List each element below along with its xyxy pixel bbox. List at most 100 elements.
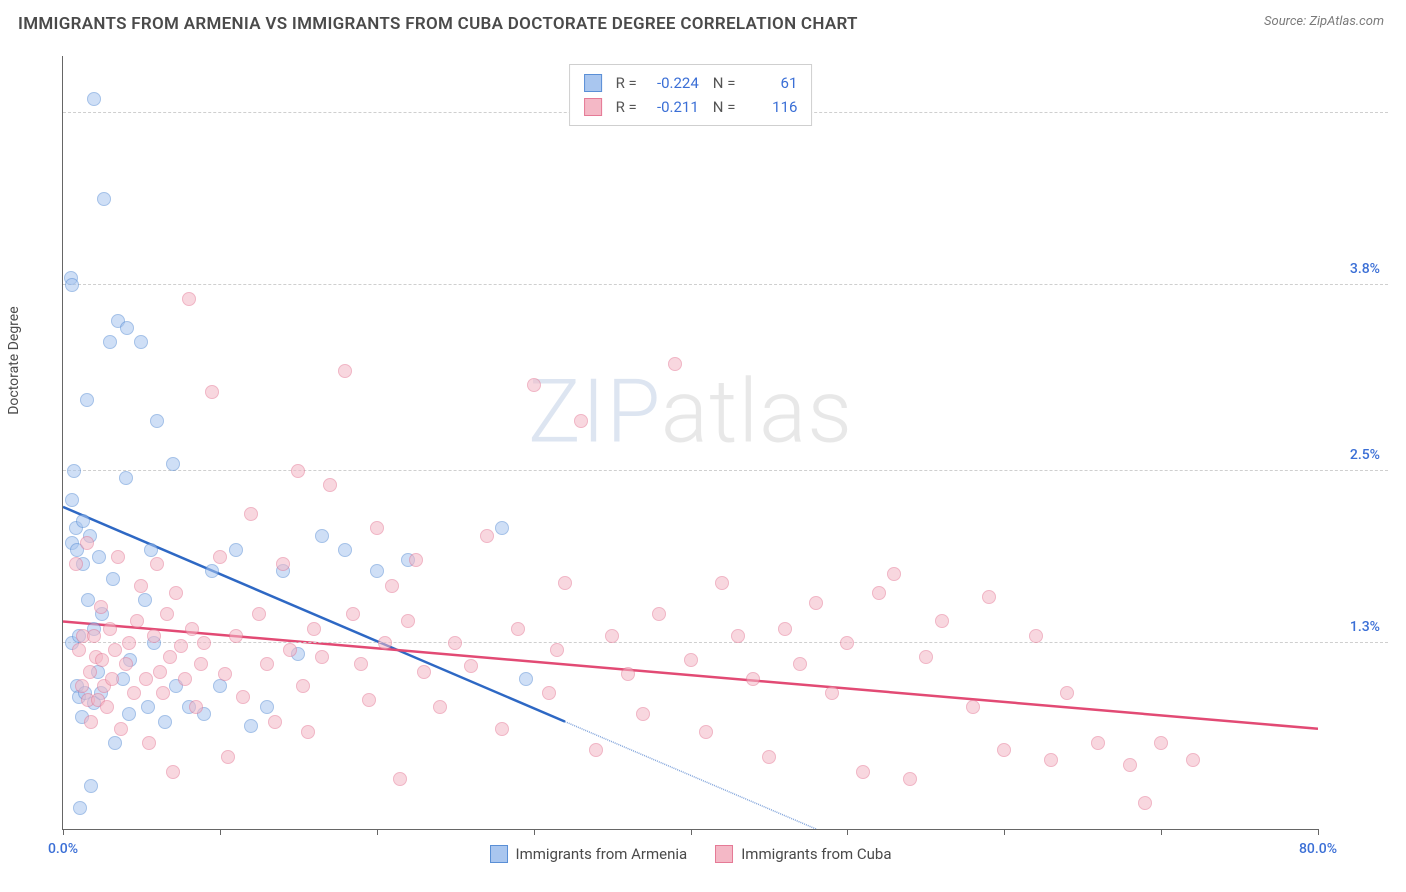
r-value-armenia: -0.224 [647,71,699,95]
swatch-cuba [584,98,602,116]
data-point-cuba [699,725,713,739]
data-point-cuba [605,629,619,643]
data-point-cuba [636,707,650,721]
data-point-cuba [160,607,174,621]
data-point-cuba [684,653,698,667]
data-point-cuba [189,700,203,714]
data-point-cuba [1154,736,1168,750]
legend-row-cuba: R = -0.211 N = 116 [584,95,798,119]
data-point-cuba [919,650,933,664]
data-point-cuba [229,629,243,643]
data-point-cuba [244,507,258,521]
data-point-cuba [385,579,399,593]
data-point-armenia [338,543,352,557]
data-point-cuba [156,686,170,700]
y-tick-label: 1.3% [1350,619,1380,635]
data-point-cuba [542,686,556,700]
legend-row-armenia: R = -0.224 N = 61 [584,71,798,95]
data-point-cuba [966,700,980,714]
data-point-cuba [139,672,153,686]
data-point-armenia [122,707,136,721]
data-point-cuba [825,686,839,700]
data-point-cuba [887,567,901,581]
data-point-cuba [840,636,854,650]
source-attribution: Source: ZipAtlas.com [1264,14,1384,29]
n-value-armenia: 61 [745,71,797,95]
x-tick [377,829,378,835]
data-point-armenia [519,672,533,686]
data-point-armenia [166,457,180,471]
data-point-cuba [401,614,415,628]
data-point-cuba [185,622,199,636]
data-point-cuba [1060,686,1074,700]
gridline [63,642,1388,643]
swatch-armenia-icon [490,845,508,863]
data-point-cuba [793,657,807,671]
r-value-cuba: -0.211 [647,95,699,119]
data-point-cuba [393,772,407,786]
data-point-cuba [409,553,423,567]
trend-lines [63,56,1318,829]
data-point-armenia [92,550,106,564]
data-point-cuba [213,550,227,564]
data-point-cuba [1186,753,1200,767]
watermark: ZIPatlas [528,360,853,463]
swatch-armenia [584,74,602,92]
data-point-cuba [448,636,462,650]
data-point-armenia [229,543,243,557]
data-point-armenia [87,92,101,106]
data-point-armenia [138,593,152,607]
data-point-armenia [495,521,509,535]
data-point-armenia [73,801,87,815]
data-point-cuba [218,667,232,681]
data-point-cuba [105,672,119,686]
data-point-cuba [69,557,83,571]
data-point-cuba [370,521,384,535]
data-point-armenia [205,564,219,578]
y-axis-label: Doctorate Degree [6,306,22,414]
data-point-cuba [1029,629,1043,643]
data-point-cuba [1044,753,1058,767]
legend-item-cuba: Immigrants from Cuba [715,845,891,863]
gridline [63,284,1388,285]
data-point-cuba [153,665,167,679]
plot-area: ZIPatlas R = -0.224 N = 61 R = -0.211 N … [62,56,1318,830]
gridline [63,470,1388,471]
data-point-cuba [95,653,109,667]
data-point-cuba [122,636,136,650]
data-point-cuba [72,643,86,657]
data-point-cuba [558,576,572,590]
data-point-cuba [433,700,447,714]
data-point-cuba [114,722,128,736]
data-point-armenia [134,335,148,349]
data-point-cuba [378,636,392,650]
data-point-cuba [856,765,870,779]
data-point-cuba [169,586,183,600]
data-point-cuba [182,292,196,306]
data-point-armenia [370,564,384,578]
data-point-cuba [323,478,337,492]
data-point-cuba [174,639,188,653]
data-point-cuba [903,772,917,786]
data-point-cuba [291,464,305,478]
data-point-armenia [65,278,79,292]
x-tick [847,829,848,835]
series-legend: Immigrants from Armenia Immigrants from … [490,845,892,863]
chart-title: IMMIGRANTS FROM ARMENIA VS IMMIGRANTS FR… [18,14,858,34]
data-point-cuba [997,743,1011,757]
data-point-cuba [296,679,310,693]
data-point-cuba [746,672,760,686]
data-point-cuba [982,590,996,604]
data-point-cuba [354,657,368,671]
data-point-cuba [589,743,603,757]
y-tick-label: 2.5% [1350,447,1380,463]
data-point-cuba [108,643,122,657]
x-tick [691,829,692,835]
data-point-cuba [621,667,635,681]
swatch-cuba-icon [715,845,733,863]
x-tick [63,829,64,835]
data-point-cuba [178,672,192,686]
data-point-armenia [260,700,274,714]
data-point-armenia [144,543,158,557]
data-point-cuba [464,659,478,673]
